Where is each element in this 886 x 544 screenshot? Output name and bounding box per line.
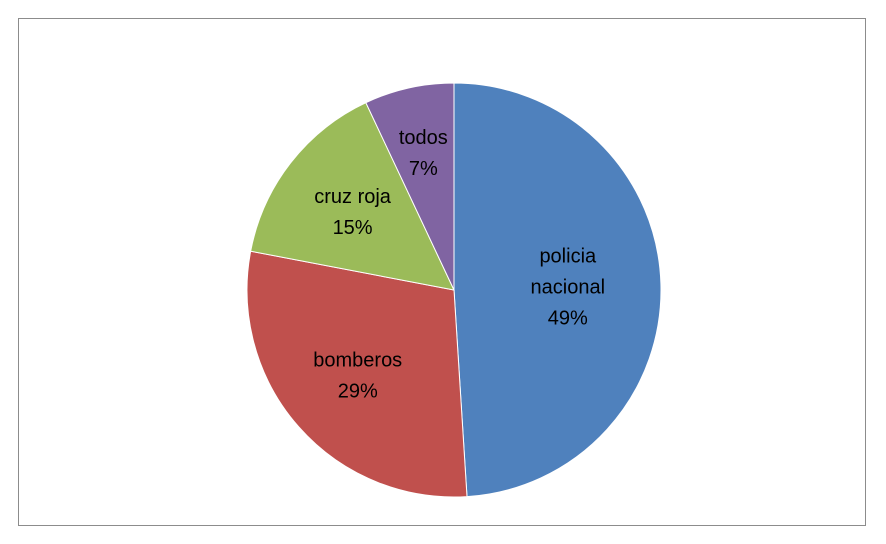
pie-slice-policia-nacional [453, 82, 662, 498]
pie-slice-bomberos [246, 250, 468, 498]
chart-area: policia nacional 49% bomberos 29% cruz roja 15… [18, 18, 866, 526]
data-label-policia-nacional: policia nacional 49% [531, 245, 606, 329]
pie-slice-todos [365, 82, 455, 291]
data-label-bomberos: bomberos 29% [313, 349, 402, 402]
data-label-cruz-roja: cruz roja 15% [314, 186, 392, 239]
pie-data-labels: policia nacional 49% bomberos 29% cruz roja 15… [313, 127, 605, 402]
pie-slices [246, 82, 662, 498]
pie-chart: policia nacional 49% bomberos 29% cruz roja 15… [246, 82, 662, 498]
pie-slice-cruz-roja [250, 102, 455, 291]
data-label-todos: todos 7% [399, 127, 448, 180]
